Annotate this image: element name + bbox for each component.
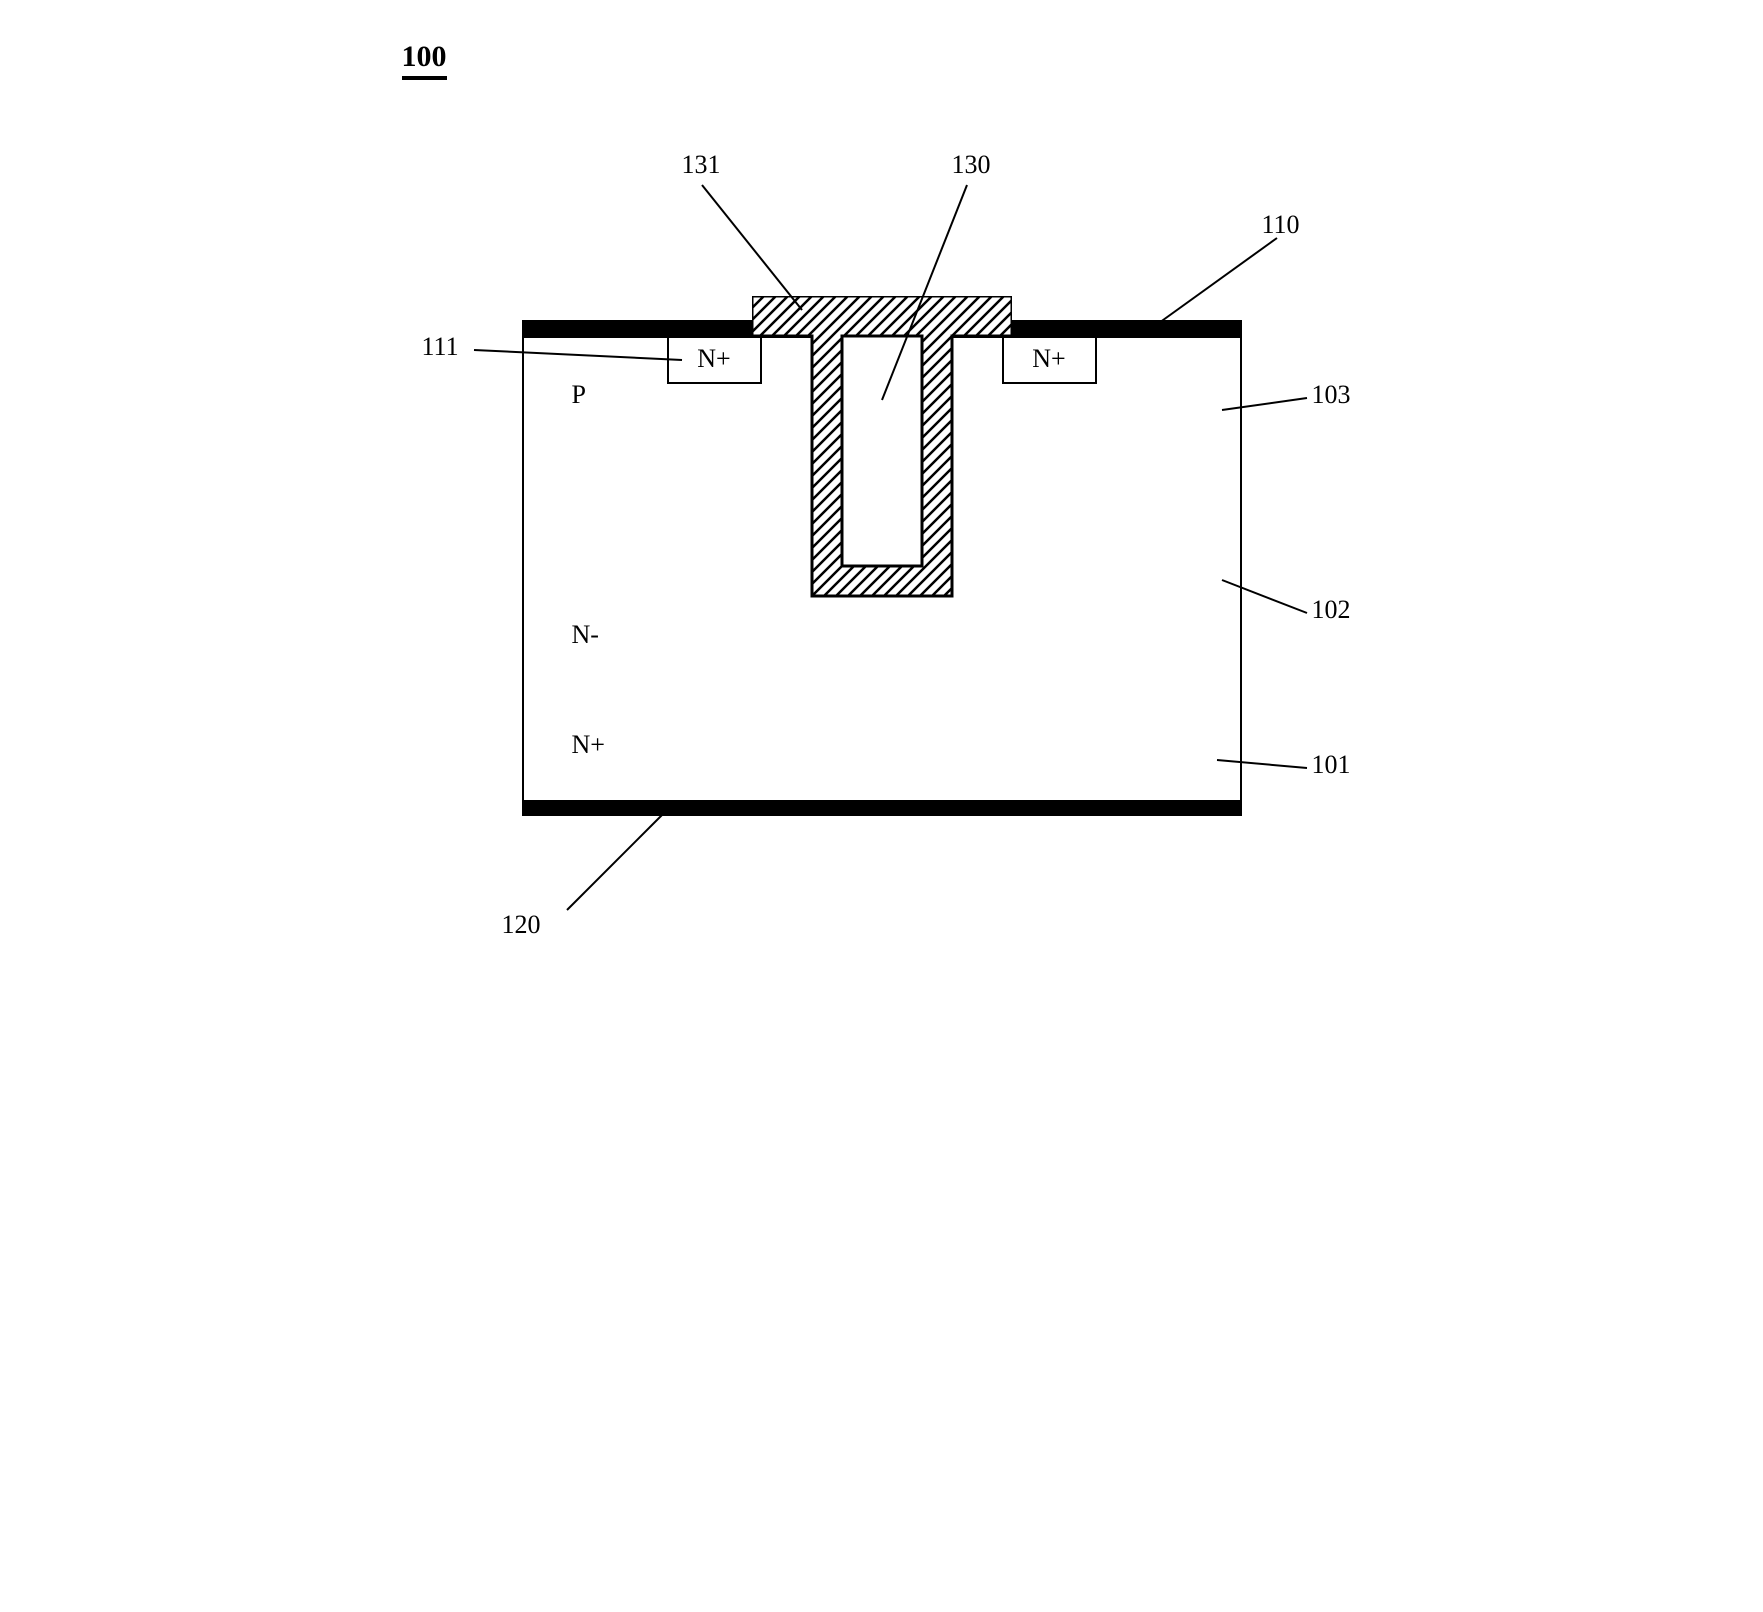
p-region-text: P — [572, 380, 586, 410]
label-111: 111 — [422, 332, 459, 362]
nplus-right-text: N+ — [1032, 344, 1065, 373]
drain-metal — [522, 800, 1242, 816]
trench-gate — [752, 296, 1012, 616]
label-102: 102 — [1312, 595, 1351, 625]
nplus-left-text: N+ — [697, 344, 730, 373]
layer-101-n-substrate — [522, 692, 1242, 802]
label-101: 101 — [1312, 750, 1351, 780]
device-cross-section-figure: 100 131 130 110 111 103 102 101 120 N+ N… — [382, 40, 1382, 960]
device-stack: N+ N+ P N- N+ — [522, 300, 1242, 860]
gate-poly-130 — [842, 336, 922, 566]
label-131: 131 — [682, 150, 721, 180]
source-metal-left — [522, 320, 757, 336]
label-110: 110 — [1262, 210, 1300, 240]
label-120: 120 — [502, 910, 541, 940]
source-metal-right — [1007, 320, 1242, 336]
nplus-source-left: N+ — [667, 336, 762, 384]
label-130: 130 — [952, 150, 991, 180]
nminus-region-text: N- — [572, 620, 599, 650]
nplus-source-right: N+ — [1002, 336, 1097, 384]
label-103: 103 — [1312, 380, 1351, 410]
nplus-sub-text: N+ — [572, 730, 605, 760]
figure-number: 100 — [402, 40, 447, 80]
